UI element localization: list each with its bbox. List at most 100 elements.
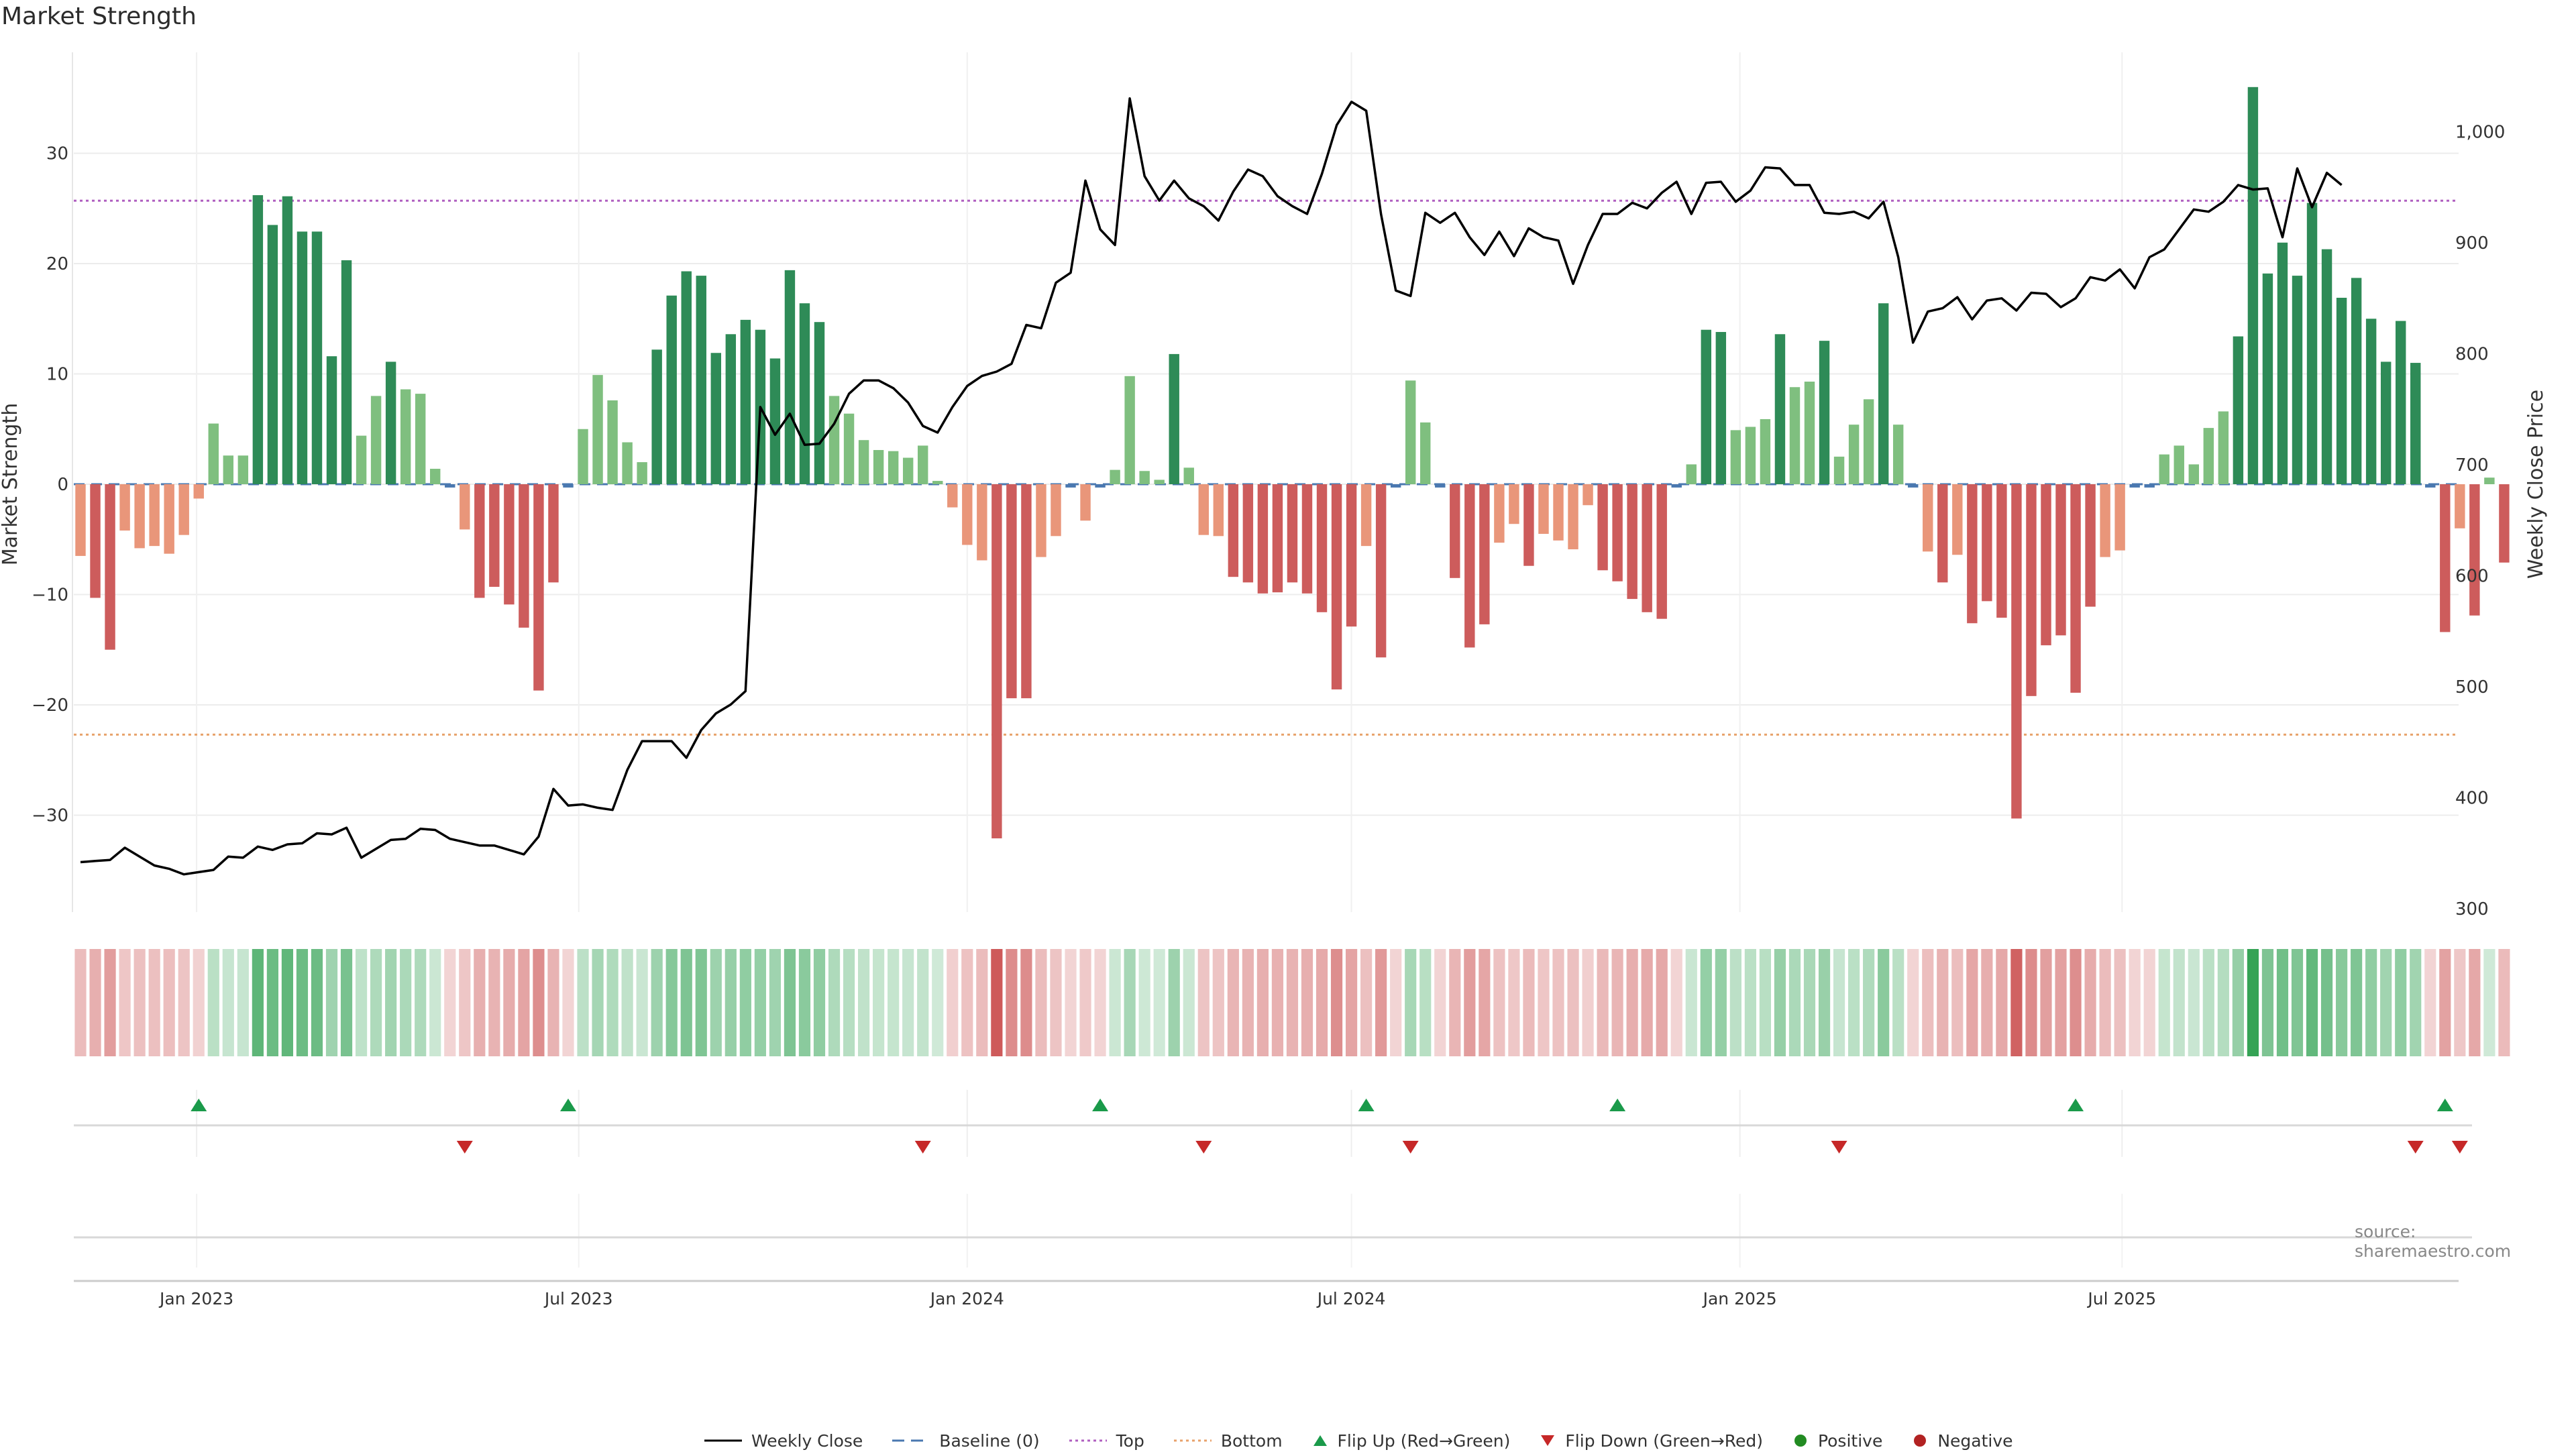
heat-cell — [636, 949, 648, 1056]
strength-bar — [1996, 484, 2007, 618]
strength-bar — [1760, 418, 1771, 484]
legend-item-positive: Positive — [1792, 1431, 1882, 1451]
strength-bar — [696, 276, 706, 484]
heat-cell — [1597, 949, 1609, 1056]
strength-bar — [2336, 297, 2347, 484]
heat-cell — [1464, 949, 1476, 1056]
heat-cell — [1774, 949, 1786, 1056]
heat-cell — [1212, 949, 1224, 1056]
heat-cell — [1863, 949, 1875, 1056]
heat-cell — [1020, 949, 1032, 1056]
legend-item-flip-up: Flip Up (Red→Green) — [1312, 1431, 1511, 1451]
heat-cell — [2483, 949, 2496, 1056]
heat-cell — [873, 949, 885, 1056]
heat-cell — [592, 949, 604, 1056]
heat-cell — [133, 949, 146, 1056]
heat-cell — [1153, 949, 1165, 1056]
strength-bar — [1848, 425, 1860, 484]
heat-cell — [1168, 949, 1180, 1056]
heat-cell — [2410, 949, 2422, 1056]
heat-cell — [828, 949, 841, 1056]
strength-bar — [2055, 484, 2066, 636]
heat-cell — [547, 949, 559, 1056]
strength-bar — [356, 435, 367, 484]
heat-cell — [1242, 949, 1254, 1056]
heat-cell — [252, 949, 264, 1056]
strength-bar — [740, 319, 751, 484]
solid-line-icon — [704, 1439, 742, 1442]
strength-bar — [504, 484, 515, 605]
strength-bar — [1553, 484, 1564, 541]
y-left-tick-label: 20 — [46, 254, 68, 274]
legend-label: Flip Up (Red→Green) — [1337, 1431, 1511, 1451]
heat-cell — [2276, 949, 2289, 1056]
flip-up-marker — [2068, 1099, 2084, 1111]
strength-bar — [1937, 484, 1948, 583]
heat-cell — [1685, 949, 1697, 1056]
strength-bar — [607, 400, 618, 484]
heat-cell — [296, 949, 309, 1056]
y-left-tick-label: −20 — [32, 695, 68, 716]
strength-bar — [888, 451, 899, 484]
y-right-tick-label: 900 — [2455, 233, 2489, 254]
strength-bar — [134, 484, 145, 549]
strength-bar — [2144, 484, 2155, 488]
strength-bar — [252, 195, 264, 484]
legend-label: Top — [1116, 1431, 1144, 1451]
heat-cell — [1966, 949, 1978, 1056]
heat-cell — [2380, 949, 2392, 1056]
heat-cell — [1419, 949, 1432, 1056]
legend-label: Bottom — [1220, 1431, 1283, 1451]
strength-bar — [578, 429, 588, 484]
strength-bar — [2455, 484, 2465, 528]
heat-cell — [474, 949, 486, 1056]
strength-bar — [637, 462, 647, 484]
heat-cell — [1479, 949, 1491, 1056]
strength-bar — [932, 481, 943, 484]
heat-cell — [266, 949, 278, 1056]
y-right-tick-label: 800 — [2455, 345, 2489, 365]
strength-bar — [149, 484, 160, 547]
flip-up-marker — [1609, 1099, 1626, 1111]
heat-cell — [1449, 949, 1461, 1056]
legend-item-negative: Negative — [1912, 1431, 2013, 1451]
strength-bar — [1331, 484, 1342, 689]
heat-cell — [533, 949, 545, 1056]
flip-down-marker — [1831, 1141, 1847, 1154]
strength-bar — [1745, 427, 1756, 484]
circle-icon — [1794, 1435, 1807, 1447]
dotted-line-icon — [1069, 1439, 1107, 1442]
heat-cell — [1138, 949, 1150, 1056]
heat-cell — [976, 949, 988, 1056]
strength-bar — [1464, 484, 1475, 648]
y-right-tick-label: 500 — [2455, 677, 2489, 697]
strength-bar — [2218, 411, 2229, 484]
strength-bar — [1139, 471, 1150, 484]
strength-bar — [1627, 484, 1638, 600]
heat-cell — [1567, 949, 1579, 1056]
heat-cell — [429, 949, 441, 1056]
heat-cell — [237, 949, 249, 1056]
x-tick-label: Jan 2024 — [929, 1289, 1004, 1308]
heat-cell — [2114, 949, 2126, 1056]
flip-down-marker — [1195, 1141, 1212, 1154]
heat-cell — [415, 949, 427, 1056]
strength-bar — [1494, 484, 1505, 543]
strength-bar — [2041, 484, 2051, 646]
heat-cell — [518, 949, 530, 1056]
heat-cell — [1434, 949, 1446, 1056]
strength-bar — [2306, 203, 2318, 484]
heat-cell — [89, 949, 101, 1056]
y-right-tick-label: 400 — [2455, 789, 2489, 809]
strength-bar — [282, 196, 293, 484]
heat-cell — [1803, 949, 1816, 1056]
strength-bars — [75, 87, 2510, 839]
strength-bar — [326, 356, 337, 484]
heat-cell — [193, 949, 205, 1056]
strength-bar — [1568, 484, 1578, 550]
x-tick-label: Jan 2025 — [1702, 1289, 1777, 1308]
heat-cell — [651, 949, 663, 1056]
strength-bar — [474, 484, 485, 598]
legend-label: Baseline (0) — [939, 1431, 1040, 1451]
